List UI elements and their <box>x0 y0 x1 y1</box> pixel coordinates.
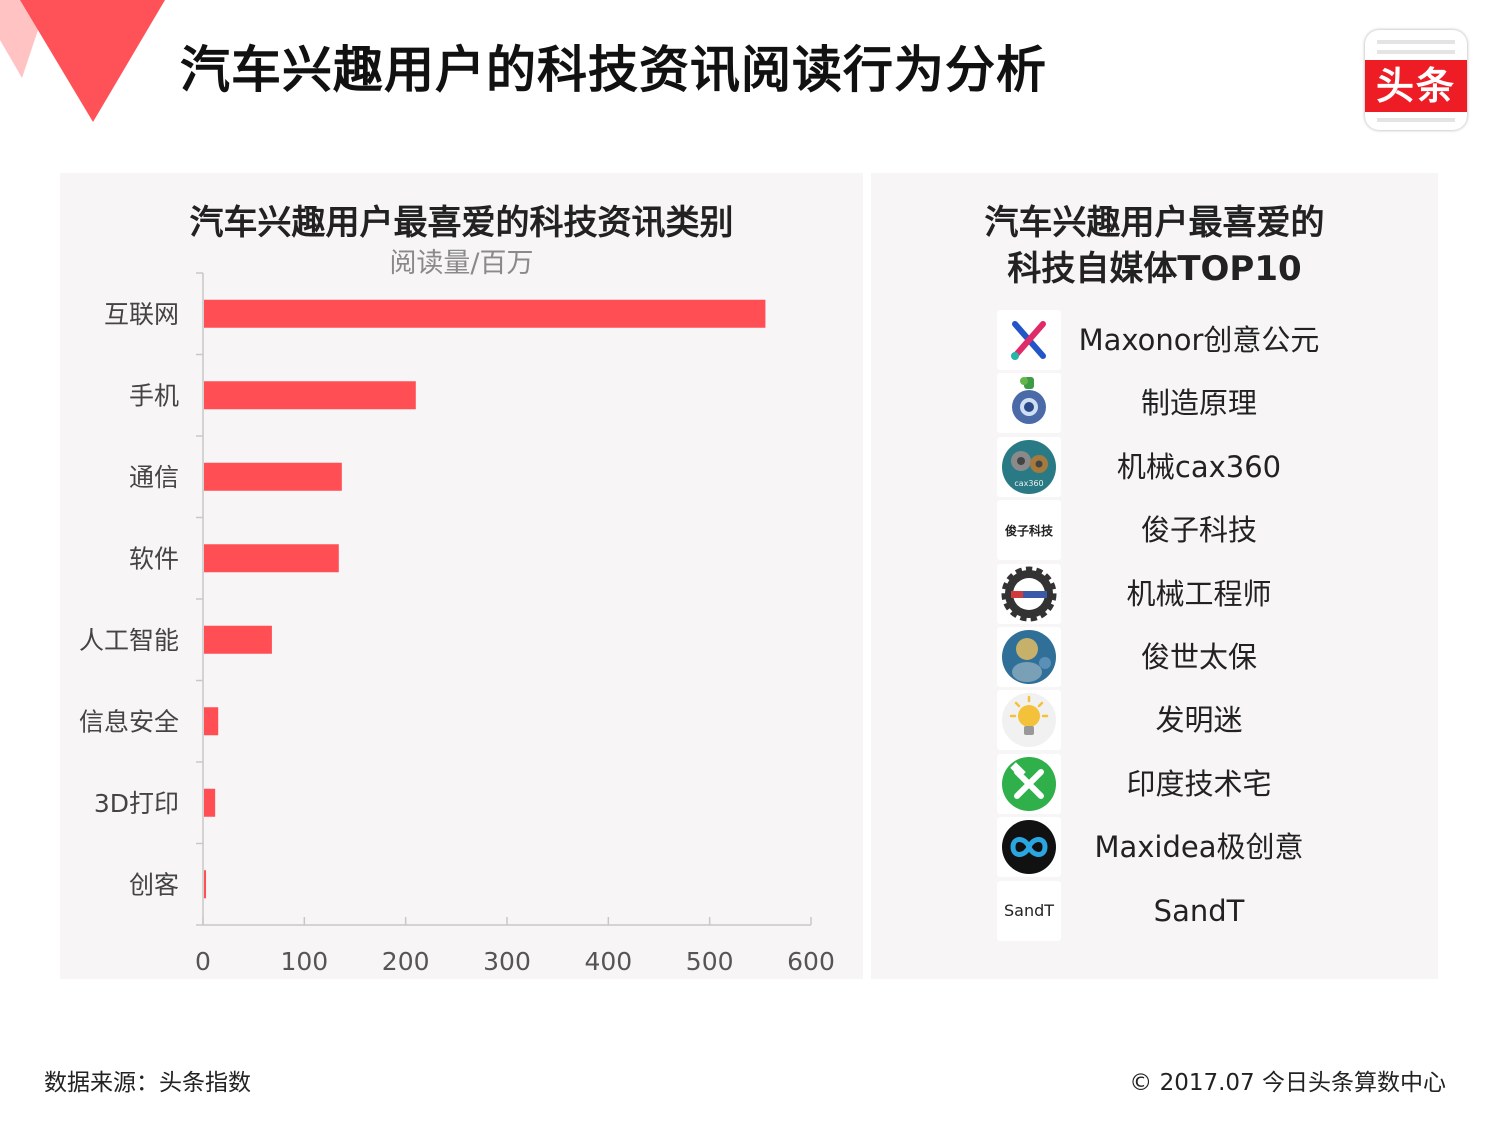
x-tick-label: 300 <box>483 947 531 976</box>
gear-robot-icon <box>997 373 1061 434</box>
ranking-item[interactable]: 俊世太保 <box>997 627 1417 687</box>
category-label: 3D打印 <box>94 789 179 818</box>
category-label: 手机 <box>129 381 179 410</box>
category-label: 通信 <box>129 463 179 492</box>
portrait-icon <box>997 627 1061 687</box>
chart-panel: 汽车兴趣用户最喜爱的科技资讯类别 阅读量/百万 0 100 200 300 400 500… <box>60 173 863 979</box>
logo-text: 头条 <box>1365 60 1467 112</box>
copyright: © 2017.07 今日头条算数中心 <box>1129 1070 1446 1096</box>
category-label: 人工智能 <box>79 626 179 655</box>
corner-decoration <box>0 0 165 122</box>
category-label: 创客 <box>129 870 179 899</box>
ranking-item[interactable]: SandT SandT <box>997 880 1417 941</box>
page-title: 汽车兴趣用户的科技资讯阅读行为分析 <box>180 41 1047 99</box>
icon-text: SandT <box>1003 901 1055 921</box>
bar <box>204 870 207 899</box>
icon-text: 俊子科技 <box>1004 523 1053 538</box>
ranking-item-name: 制造原理 <box>1140 386 1257 421</box>
ranking-item-name: SandT <box>1153 893 1245 928</box>
gear-badge-icon <box>997 563 1061 624</box>
ranking-title-line2: 科技自媒体TOP10 <box>1007 249 1302 289</box>
ranking-item-name: 机械工程师 <box>1126 576 1272 611</box>
ranking-item-name: 机械cax360 <box>1116 449 1282 484</box>
infinity-icon <box>997 817 1061 878</box>
sandt-text-icon: SandT <box>997 880 1061 941</box>
x-tick-label: 200 <box>382 947 430 976</box>
category-label: 信息安全 <box>79 707 179 736</box>
category-label: 软件 <box>129 544 179 573</box>
chart-subtitle: 阅读量/百万 <box>389 248 534 279</box>
ranking-item-name: Maxonor创意公元 <box>1078 323 1320 357</box>
ranking-item[interactable]: 俊子科技 俊子科技 <box>997 500 1417 561</box>
x-logo-icon <box>997 310 1061 370</box>
bar <box>204 788 216 817</box>
bar <box>204 707 219 736</box>
logo-line <box>1377 50 1455 54</box>
logo-line <box>1377 40 1455 44</box>
ranking-item[interactable]: Maxonor创意公元 <box>997 310 1417 370</box>
logo-line <box>1377 118 1455 122</box>
gears-circle-icon: cax360 <box>997 436 1061 497</box>
bar <box>204 625 272 654</box>
bar <box>204 299 766 328</box>
x-tick-label: 0 <box>195 947 211 976</box>
ranking-item[interactable]: cax360 机械cax360 <box>997 436 1417 497</box>
lightbulb-icon <box>997 690 1061 751</box>
ranking-title-line1: 汽车兴趣用户最喜爱的 <box>984 203 1325 243</box>
ranking-item-name: 俊子科技 <box>1140 513 1257 548</box>
x-tick-label: 400 <box>584 947 632 976</box>
x-tick-label: 600 <box>787 947 835 976</box>
bar <box>204 462 342 491</box>
ranking-item[interactable]: 发明迷 <box>997 690 1417 751</box>
bar <box>204 381 416 410</box>
data-source: 数据来源：头条指数 <box>44 1070 251 1096</box>
ranking-item[interactable]: 印度技术宅 <box>997 753 1417 814</box>
chart-title: 汽车兴趣用户最喜爱的科技资讯类别 <box>189 203 734 243</box>
tools-icon <box>997 753 1061 814</box>
ranking-item-name: Maxidea极创意 <box>1094 830 1304 865</box>
ranking-item[interactable]: Maxidea极创意 <box>997 817 1417 878</box>
ranking-item[interactable]: 制造原理 <box>997 373 1417 434</box>
ranking-item-name: 印度技术宅 <box>1126 766 1272 801</box>
text-logo-icon: 俊子科技 <box>997 500 1061 561</box>
ranking-panel: 汽车兴趣用户最喜爱的 科技自媒体TOP10 Maxonor创意公元 制造原理 cax… <box>871 173 1438 979</box>
x-tick-label: 500 <box>686 947 734 976</box>
ranking-item-name: 发明迷 <box>1155 703 1243 738</box>
category-label: 互联网 <box>104 300 179 329</box>
toutiao-logo: 头条 <box>1365 30 1467 130</box>
ranking-item-name: 俊世太保 <box>1140 640 1257 674</box>
bar <box>204 544 339 573</box>
svg-text:cax360: cax360 <box>1014 479 1043 488</box>
ranking-item[interactable]: 机械工程师 <box>997 563 1417 624</box>
x-tick-label: 100 <box>280 947 328 976</box>
